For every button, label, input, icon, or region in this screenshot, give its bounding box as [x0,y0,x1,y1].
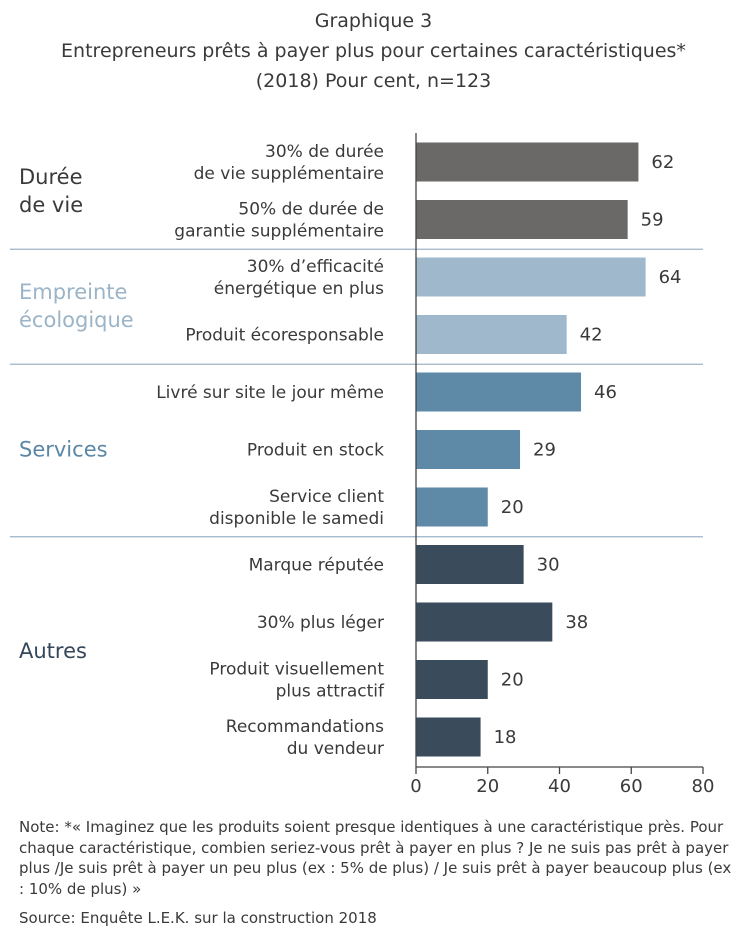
category-label-0-0-0: 30% de durée [265,142,384,162]
value-label-3-0: 30 [537,555,560,576]
category-label-3-1-0: 30% plus léger [257,613,384,633]
group-label-0-1: de vie [19,193,83,217]
chart-source: Source: Enquête L.E.K. sur la constructi… [19,909,377,927]
value-label-3-1: 38 [565,612,588,633]
category-label-2-2-1: disponible le samedi [209,509,384,529]
x-tick-label-4: 80 [692,776,715,797]
value-label-2-2: 20 [501,497,524,518]
x-tick-label-0: 0 [410,776,421,797]
category-label-2-2-0: Service client [269,487,384,507]
category-label-0-1-0: 50% de durée de [238,200,384,220]
group-label-1-1: écologique [19,308,134,332]
x-tick-label-2: 40 [548,776,571,797]
value-label-0-1: 59 [641,210,664,231]
bar-1-0 [416,257,646,297]
group-label-3-0: Autres [19,639,87,663]
bar-2-1 [416,430,521,469]
value-label-3-3: 18 [494,727,517,748]
category-label-1-0-1: énergétique en plus [214,279,384,299]
category-label-1-1-0: Produit écoresponsable [185,326,384,346]
value-label-3-2: 20 [501,670,524,691]
group-label-2-0: Services [19,438,108,462]
x-tick-label-1: 20 [476,776,499,797]
bar-1-1 [416,315,567,354]
bar-2-2 [416,487,488,527]
bar-0-0 [416,142,639,182]
value-label-1-0: 64 [659,267,682,288]
value-label-0-0: 62 [651,152,674,173]
value-label-2-0: 46 [594,382,617,403]
bar-3-2 [416,660,488,699]
category-label-3-3-1: du vendeur [287,739,384,759]
value-label-1-1: 42 [580,325,603,346]
category-label-3-3-0: Recommandations [226,717,384,737]
category-label-3-0-0: Marque réputée [249,556,384,576]
bar-2-0 [416,372,582,412]
category-label-0-1-1: garantie supplémentaire [174,222,384,242]
category-label-2-1-0: Produit en stock [247,441,384,461]
chart-note: Note: *« Imaginez que les produits soien… [19,818,732,898]
title-line-3: (2018) Pour cent, n=123 [255,70,492,92]
chart-title: Graphique 3 Entrepreneurs prêts à payer … [0,6,747,96]
category-label-2-0-0: Livré sur site le jour même [156,383,384,403]
category-label-3-2-1: plus attractif [276,682,385,702]
bar-3-1 [416,602,553,642]
bar-3-0 [416,545,524,584]
category-label-3-2-0: Produit visuellement [209,660,384,680]
value-label-2-1: 29 [533,440,556,461]
bar-3-3 [416,717,481,757]
title-line-1: Graphique 3 [314,10,433,32]
x-tick-label-3: 60 [620,776,643,797]
bar-0-1 [416,200,628,239]
category-label-1-0-0: 30% d’efficacité [247,257,384,277]
group-label-1-0: Empreinte [19,280,127,304]
title-line-2: Entrepreneurs prêts à payer plus pour ce… [61,40,686,62]
category-label-0-0-1: de vie supplémentaire [194,164,384,184]
group-label-0-0: Durée [19,165,83,189]
